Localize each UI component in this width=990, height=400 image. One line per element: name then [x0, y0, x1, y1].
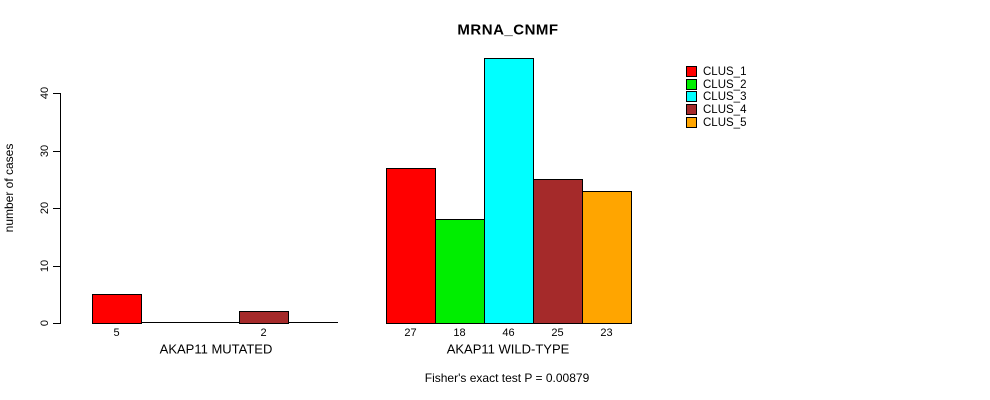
chart-title: MRNA_CNMF	[457, 21, 559, 39]
bar-value-label: 25	[551, 327, 564, 339]
legend-item-clus_5: CLUS_5	[686, 116, 786, 129]
y-axis-tick-label: 30	[39, 144, 51, 158]
y-axis-line	[60, 93, 61, 324]
y-axis-tick	[53, 265, 61, 267]
legend-label: CLUS_2	[703, 78, 747, 91]
bar-clus_4-akap11-mutated	[239, 311, 289, 324]
legend-label: CLUS_4	[703, 103, 747, 116]
bar-value-label: 27	[404, 327, 417, 339]
legend-label: CLUS_1	[703, 65, 747, 78]
y-axis-label: number of cases	[2, 143, 16, 233]
y-axis-tick-label: 0	[39, 319, 51, 327]
y-axis-tick-label: 40	[39, 86, 51, 100]
bar-clus_1-akap11-mutated	[92, 294, 142, 324]
legend-swatch-clus_2	[686, 79, 697, 90]
bar-clus_3-akap11-wild-type	[484, 58, 534, 324]
legend-item-clus_3: CLUS_3	[686, 90, 786, 103]
legend-swatch-clus_4	[686, 104, 697, 115]
zero-baseline	[92, 322, 338, 323]
y-axis-tick-label: 10	[39, 259, 51, 273]
bar-value-label: 23	[600, 327, 613, 339]
group-label-akap11-wild-type: AKAP11 WILD-TYPE	[446, 341, 570, 357]
legend-swatch-clus_1	[686, 66, 697, 77]
y-axis-tick	[53, 92, 61, 94]
y-axis-tick	[53, 322, 61, 324]
legend-swatch-clus_3	[686, 91, 697, 102]
bar-value-label: 18	[453, 327, 466, 339]
bar-clus_4-akap11-wild-type	[533, 179, 583, 324]
legend-swatch-clus_5	[686, 117, 697, 128]
legend-label: CLUS_3	[703, 90, 747, 103]
y-axis-tick-label: 20	[39, 201, 51, 215]
fisher-test-annotation: Fisher's exact test P = 0.00879	[424, 371, 590, 385]
bar-value-label: 5	[113, 327, 120, 339]
legend-item-clus_4: CLUS_4	[686, 103, 786, 116]
y-axis-tick	[53, 150, 61, 152]
bar-clus_1-akap11-wild-type	[386, 168, 436, 324]
y-axis-tick	[53, 207, 61, 209]
bar-value-label: 46	[502, 327, 515, 339]
legend-label: CLUS_5	[703, 116, 747, 129]
legend-item-clus_1: CLUS_1	[686, 65, 786, 78]
group-label-akap11-mutated: AKAP11 MUTATED	[159, 341, 273, 357]
bar-clus_2-akap11-wild-type	[435, 219, 485, 324]
bar-value-label: 2	[260, 327, 267, 339]
bar-clus_5-akap11-wild-type	[582, 191, 632, 324]
legend-item-clus_2: CLUS_2	[686, 78, 786, 91]
